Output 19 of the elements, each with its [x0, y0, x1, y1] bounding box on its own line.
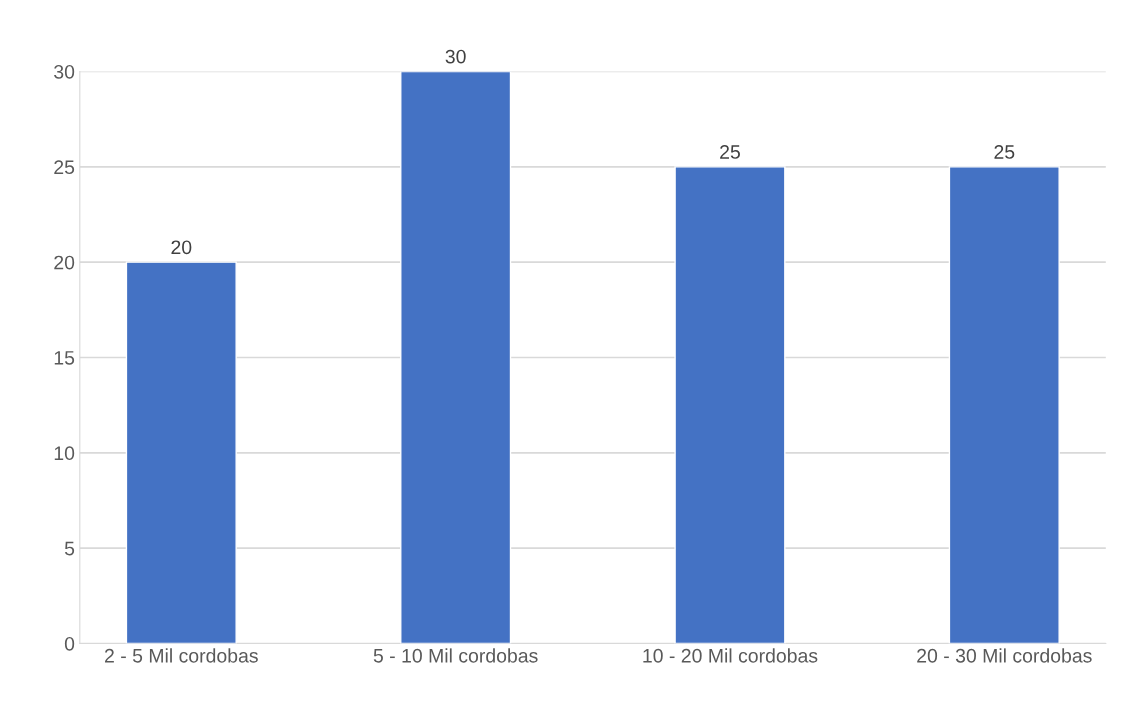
y-tick-label: 5 — [64, 541, 75, 556]
bar — [948, 166, 1060, 644]
data-label: 30 — [445, 49, 466, 64]
y-tick-label: 15 — [54, 351, 75, 365]
bar — [400, 71, 512, 644]
y-tick-label: 0 — [64, 636, 75, 651]
x-tick-label: 2 - 5 Mil cordobas — [105, 648, 258, 663]
data-label: 25 — [994, 145, 1015, 159]
y-tick-label: 20 — [54, 255, 75, 270]
data-label: 20 — [171, 240, 192, 255]
bar — [674, 166, 786, 644]
x-tick-label: 20 - 30 Mil cordobas — [917, 648, 1092, 663]
x-tick-label: 10 - 20 Mil cordobas — [643, 648, 818, 663]
y-tick-label: 10 — [54, 446, 75, 461]
data-label: 25 — [720, 145, 740, 159]
y-tick-label: 30 — [54, 64, 75, 79]
y-tick-label: 25 — [54, 160, 75, 175]
bar — [125, 261, 237, 644]
x-tick-label: 5 - 10 Mil cordobas — [373, 648, 538, 663]
